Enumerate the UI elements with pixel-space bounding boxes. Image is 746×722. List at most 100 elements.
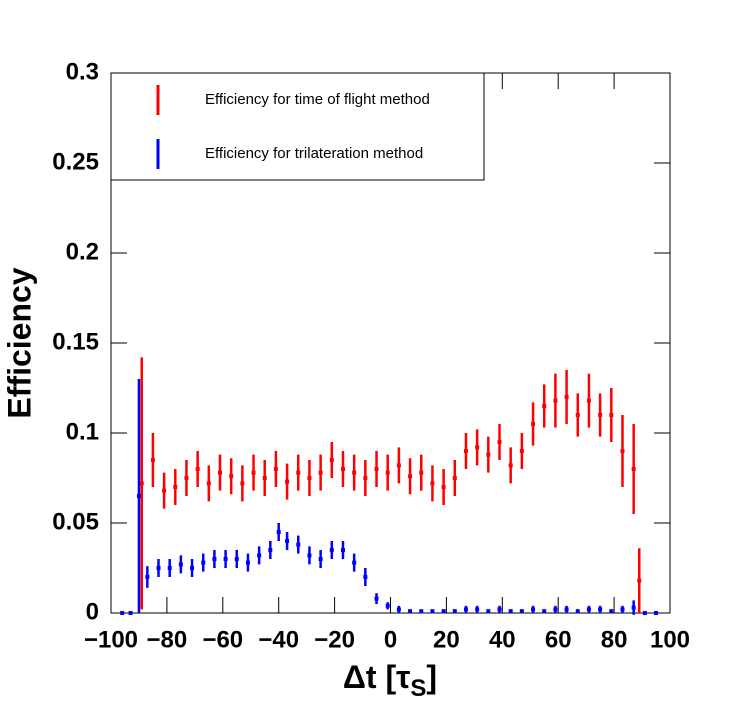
data-point	[128, 611, 133, 615]
data-point	[542, 404, 547, 408]
data-point	[145, 575, 150, 579]
data-point	[519, 449, 524, 453]
data-point	[598, 413, 603, 417]
data-point	[190, 566, 195, 570]
x-tick-label: 60	[545, 626, 572, 653]
data-point	[396, 607, 401, 612]
data-point	[452, 476, 457, 480]
legend-label: Efficiency for time of flight method	[205, 91, 430, 108]
data-point	[212, 557, 217, 561]
y-tick-label: 0.05	[52, 508, 99, 535]
data-point	[234, 557, 239, 561]
y-tick-label: 0.15	[52, 328, 99, 355]
data-point	[206, 481, 211, 486]
data-point	[276, 530, 281, 534]
data-point	[340, 548, 345, 552]
data-point	[139, 481, 144, 486]
data-point	[475, 607, 480, 612]
data-point	[273, 467, 278, 471]
data-point	[173, 485, 178, 489]
data-point	[150, 458, 155, 462]
y-tick-label: 0.2	[66, 238, 99, 265]
data-point	[167, 566, 172, 570]
data-point	[575, 609, 580, 614]
x-tick-label: 100	[650, 626, 690, 653]
data-point	[307, 553, 312, 558]
data-point	[318, 470, 323, 475]
data-point	[430, 481, 435, 486]
data-point	[229, 474, 234, 479]
data-point	[136, 494, 141, 498]
data-point	[631, 467, 636, 471]
data-point	[396, 463, 401, 468]
data-point	[251, 470, 256, 475]
legend-box	[110, 72, 485, 181]
data-point	[201, 560, 206, 565]
data-point	[352, 560, 357, 565]
data-point	[531, 422, 536, 426]
data-point	[486, 452, 491, 457]
x-tick-label: −100	[84, 626, 138, 653]
data-point	[408, 474, 413, 479]
data-point	[441, 485, 446, 489]
y-tick-label: 0.25	[52, 148, 99, 175]
data-point	[531, 607, 536, 612]
data-point	[497, 440, 502, 444]
legend-label: Efficiency for trilateration method	[205, 145, 423, 162]
data-point	[508, 463, 513, 468]
data-point	[463, 607, 468, 612]
data-point	[419, 470, 424, 475]
y-tick-label: 0	[86, 598, 99, 625]
data-point	[307, 476, 312, 480]
data-point	[285, 539, 290, 543]
data-point	[575, 413, 580, 417]
data-point	[609, 609, 614, 614]
data-point	[542, 609, 547, 614]
data-point	[642, 611, 647, 615]
x-tick-label: −80	[147, 626, 188, 653]
data-point	[385, 603, 390, 608]
data-point	[257, 553, 262, 558]
x-tick-label: −20	[314, 626, 355, 653]
data-point	[374, 467, 379, 471]
data-point	[609, 413, 614, 417]
data-point	[363, 476, 368, 480]
data-point	[329, 548, 334, 552]
y-axis-title: Efficiency	[1, 267, 37, 418]
data-point	[162, 488, 167, 493]
x-tick-label: 0	[384, 626, 397, 653]
data-point	[268, 548, 273, 552]
data-point	[240, 481, 245, 486]
data-point	[637, 578, 642, 583]
x-tick-label: 80	[601, 626, 628, 653]
y-tick-label: 0.1	[66, 418, 99, 445]
data-point	[329, 458, 334, 462]
data-point	[245, 560, 250, 565]
data-point	[352, 470, 357, 475]
data-point	[363, 575, 368, 579]
data-point	[430, 609, 435, 614]
y-tick-label: 0.3	[66, 58, 99, 85]
data-point	[296, 542, 301, 547]
data-point	[296, 470, 301, 475]
data-point	[564, 395, 569, 399]
x-tick-label: −60	[202, 626, 243, 653]
data-point	[218, 470, 223, 475]
data-point	[452, 609, 457, 614]
data-point	[262, 476, 267, 480]
data-point	[178, 562, 183, 567]
x-tick-label: 40	[489, 626, 516, 653]
data-point	[497, 607, 502, 612]
data-point	[654, 611, 659, 615]
data-point	[463, 449, 468, 453]
data-point	[419, 609, 424, 614]
data-point	[285, 479, 290, 484]
data-point	[553, 607, 558, 612]
data-point	[631, 605, 636, 610]
data-point	[553, 398, 558, 403]
data-point	[586, 607, 591, 612]
x-tick-label: −40	[258, 626, 299, 653]
data-point	[223, 557, 228, 561]
data-point	[564, 607, 569, 612]
